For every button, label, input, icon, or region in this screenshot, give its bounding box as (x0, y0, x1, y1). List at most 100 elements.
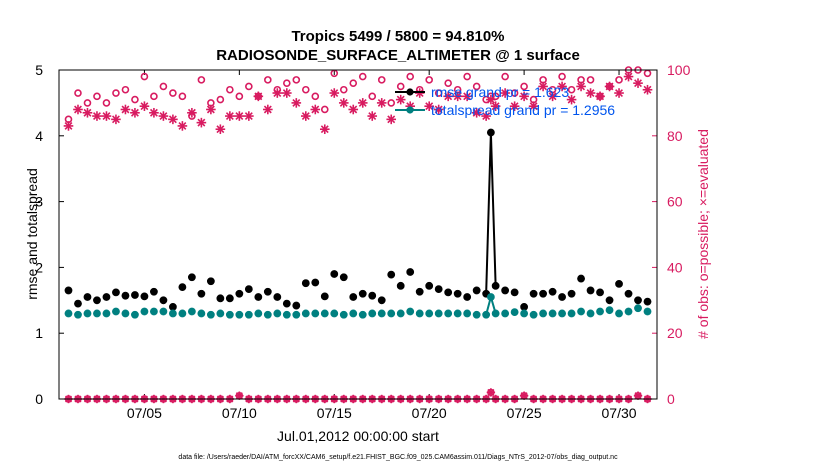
y-tick-label: 3 (35, 194, 43, 210)
obs-evaluated-point (82, 107, 93, 118)
obs-evaluated-point (519, 91, 529, 102)
rmse-point (311, 278, 320, 287)
star-stroke (178, 121, 187, 130)
rmse-point (358, 289, 367, 298)
rmse-point (244, 285, 253, 294)
star-stroke (434, 105, 443, 114)
rmse-point (586, 286, 595, 295)
obs-possible-point (64, 115, 73, 124)
star-stroke (244, 112, 253, 121)
spread-point (586, 309, 595, 318)
legend-rmse-marker (406, 88, 414, 96)
obs-evaluated-point (614, 88, 624, 98)
x-tick-label: 07/15 (317, 405, 352, 421)
star-stroke (510, 102, 519, 111)
obs-possible-point (320, 105, 329, 114)
spread-point (529, 310, 538, 319)
spread-point (244, 310, 253, 319)
obs-evaluated-point (481, 111, 491, 121)
rmse-point (520, 302, 529, 311)
star-stroke (197, 118, 206, 127)
rmse-point (93, 296, 101, 305)
obs-evaluated-point (329, 88, 340, 98)
chart-subtitle: RADIOSONDE_SURFACE_ALTIMETER @ 1 surface (216, 47, 580, 64)
spread-point (605, 306, 614, 315)
obs-possible-point (605, 82, 614, 91)
rmse-point (235, 289, 244, 298)
rmse-point (643, 297, 652, 306)
obs-possible-point (292, 76, 301, 84)
obs-possible-point (368, 92, 377, 101)
y-axis-right: 0 20 40 60 80 100 (652, 62, 691, 407)
y-tick-label: 5 (35, 62, 43, 78)
obs-possible-point (472, 82, 481, 91)
rmse-point (596, 288, 604, 297)
rmse-point (225, 294, 234, 303)
star-stroke (529, 102, 538, 111)
obs-evaluated-point (367, 111, 378, 121)
rmse-point (282, 299, 291, 308)
star-stroke (387, 115, 396, 124)
obs-evaluated-point (376, 98, 387, 108)
rmse-point (615, 279, 623, 288)
y2-tick-label: 40 (667, 259, 683, 275)
obs-possible-point (159, 82, 168, 91)
star-stroke (444, 92, 453, 101)
spread-point (624, 307, 633, 316)
star-stroke (491, 102, 500, 111)
star-stroke (501, 89, 510, 97)
star-stroke (121, 105, 130, 114)
spread-point (520, 309, 529, 318)
rmse-point (548, 287, 557, 296)
rmse-point (624, 289, 633, 298)
star-stroke (520, 92, 529, 101)
obs-possible-point (245, 82, 253, 91)
rmse-point (491, 281, 500, 290)
y-tick-label: 0 (35, 391, 43, 407)
obs-possible-point (425, 76, 433, 84)
obs-evaluated-point (139, 101, 150, 111)
spread-point (634, 304, 642, 313)
obs-evaluated-point (149, 107, 159, 118)
obs-evaluated-point (443, 91, 453, 102)
obs-evaluated-point (576, 81, 586, 92)
star-stroke (539, 82, 548, 91)
rmse-point (112, 288, 120, 297)
spread-point (567, 309, 576, 318)
obs-possible-point (596, 92, 604, 101)
spread-point (491, 309, 500, 318)
rmse-point (406, 268, 415, 276)
obs-possible-point (93, 92, 101, 101)
star-stroke (282, 89, 291, 97)
obs-possible-point (169, 89, 177, 97)
obs-possible-point (112, 89, 120, 97)
spread-point (358, 310, 367, 319)
obs-possible-point (567, 85, 576, 94)
obs-evaluated-point (424, 101, 434, 111)
star-stroke (263, 105, 272, 114)
plot-frame (58, 69, 658, 400)
obs-evaluated-point (101, 111, 112, 121)
star-stroke (368, 112, 377, 121)
spread-point (472, 310, 481, 319)
rmse-point (187, 273, 196, 282)
rmse-point (539, 289, 547, 298)
y2-tick-label: 20 (667, 325, 683, 341)
spread-point (187, 307, 196, 316)
obs-possible-point (254, 92, 263, 101)
obs-possible-point (121, 85, 130, 94)
footer-data-file: data file: /Users/raeder/DAI/ATM_forcXX/… (178, 454, 618, 461)
obs-possible-point (487, 92, 495, 101)
obs-evaluated-point (386, 114, 397, 125)
rmse-point (510, 288, 519, 297)
spread-point (320, 309, 329, 318)
rmse-point (501, 286, 510, 295)
spread-point (311, 309, 320, 318)
obs-possible-point (178, 92, 187, 101)
obs-evaluated-point (357, 98, 368, 108)
x-axis-label: Jul.01,2012 00:00:00 start (277, 428, 439, 444)
spread-point (415, 309, 424, 318)
obs-evaluated-point (348, 104, 359, 115)
chart-title: Tropics 5499 / 5800 = 94.810% (291, 28, 504, 45)
spread-point (159, 307, 168, 316)
